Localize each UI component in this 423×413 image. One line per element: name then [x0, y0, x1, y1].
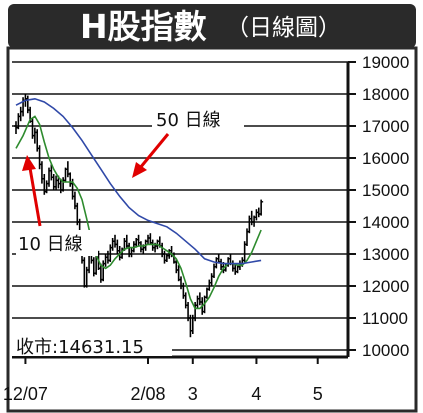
y-tick-label: 15000: [362, 181, 409, 200]
y-tick-label: 16000: [362, 149, 409, 168]
y-tick-label: 10000: [362, 341, 409, 360]
x-tick-label: 5: [313, 384, 323, 404]
x-tick-label: 12/07: [3, 384, 48, 404]
chart-title: H股指數: [80, 7, 207, 46]
chart-frame: [6, 46, 418, 413]
y-tick-label: 19000: [362, 53, 409, 72]
close-label: 收市:14631.15: [16, 337, 144, 358]
ma50-line: [15, 97, 262, 265]
close-label-bg: [12, 332, 172, 356]
x-tick-label: 3: [188, 384, 198, 404]
y-ticks: 19000 18000 17000 16000 15000 14000 13000 12000…: [348, 53, 409, 360]
chart-subtitle: （日線圖）: [226, 15, 341, 41]
annotation-10-bg: [16, 230, 98, 256]
annotation-50-arrow-head: [132, 162, 147, 178]
annotation-50-bg: [152, 104, 244, 132]
y-tick-label: 17000: [362, 117, 409, 136]
x-tick-label: 2/08: [130, 384, 165, 404]
y-tick-label: 13000: [362, 245, 409, 264]
price-bar: [259, 199, 264, 216]
annotation-50-arrow-line: [138, 133, 170, 169]
y-tick-label: 11000: [362, 309, 408, 328]
annotation-10-arrow-head: [22, 155, 36, 171]
price-bars: [14, 94, 264, 338]
x-tick-label: 4: [251, 384, 261, 404]
x-ticks: 12/07 2/08 3 4 5: [3, 357, 323, 404]
y-tick-label: 18000: [362, 85, 409, 104]
annotation-10-day: 10 日線: [18, 234, 83, 255]
y-tick-label: 12000: [362, 277, 409, 296]
annotation-50-day: 50 日線: [156, 110, 221, 131]
annotation-10-arrow-line: [28, 167, 42, 227]
title-banner: [8, 4, 416, 48]
ma10-line: [15, 115, 262, 310]
series-layer: [14, 94, 264, 338]
y-tick-label: 14000: [362, 213, 409, 232]
